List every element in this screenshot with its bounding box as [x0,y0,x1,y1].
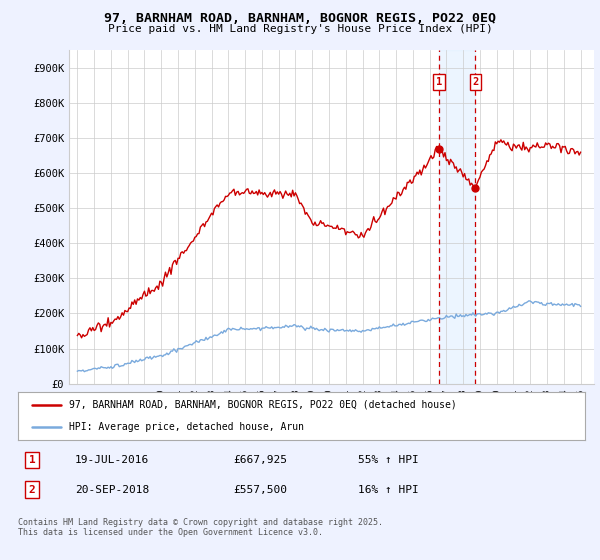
Text: 20-SEP-2018: 20-SEP-2018 [75,484,149,494]
Text: 2: 2 [472,77,478,87]
Text: £557,500: £557,500 [233,484,287,494]
Text: 55% ↑ HPI: 55% ↑ HPI [358,455,419,465]
Text: 97, BARNHAM ROAD, BARNHAM, BOGNOR REGIS, PO22 0EQ: 97, BARNHAM ROAD, BARNHAM, BOGNOR REGIS,… [104,12,496,25]
Text: 1: 1 [29,455,35,465]
Text: 16% ↑ HPI: 16% ↑ HPI [358,484,419,494]
Bar [439,50,475,384]
Text: 2: 2 [29,484,35,494]
Text: 1: 1 [436,77,442,87]
Text: 19-JUL-2016: 19-JUL-2016 [75,455,149,465]
Text: £667,925: £667,925 [233,455,287,465]
Text: 97, BARNHAM ROAD, BARNHAM, BOGNOR REGIS, PO22 0EQ (detached house): 97, BARNHAM ROAD, BARNHAM, BOGNOR REGIS,… [69,400,457,410]
Text: HPI: Average price, detached house, Arun: HPI: Average price, detached house, Arun [69,422,304,432]
Text: Contains HM Land Registry data © Crown copyright and database right 2025.
This d: Contains HM Land Registry data © Crown c… [18,518,383,538]
Text: Price paid vs. HM Land Registry's House Price Index (HPI): Price paid vs. HM Land Registry's House … [107,24,493,34]
